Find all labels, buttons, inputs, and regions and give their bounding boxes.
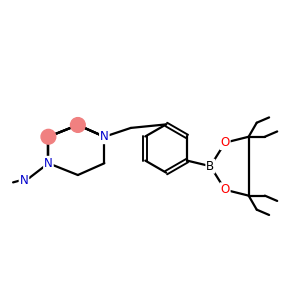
- Text: N: N: [44, 157, 53, 170]
- Text: B: B: [206, 160, 214, 173]
- Circle shape: [41, 129, 56, 144]
- Text: N: N: [100, 130, 109, 143]
- Text: O: O: [220, 136, 230, 149]
- Text: N: N: [20, 174, 28, 187]
- Circle shape: [70, 118, 85, 132]
- Text: O: O: [220, 183, 230, 196]
